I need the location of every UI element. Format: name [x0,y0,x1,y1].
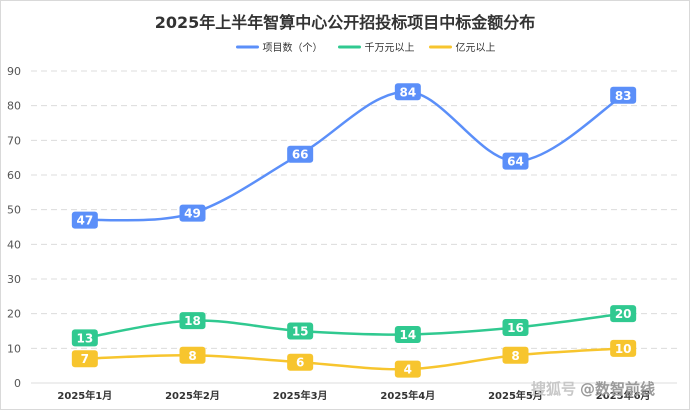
data-label-text: 8 [511,349,519,363]
x-tick-label: 2025年3月 [273,389,328,402]
data-label-text: 83 [615,89,632,103]
data-label: 64 [502,152,529,170]
data-label-badge [502,346,529,364]
data-label-text: 15 [292,325,309,339]
data-label-badge [502,319,529,337]
legend-label: 项目数（个） [263,41,323,54]
data-label: 20 [610,305,637,323]
data-label-badge [394,325,421,343]
x-tick-label: 2025年6月 [596,389,651,402]
data-label: 13 [71,329,98,347]
data-label-badge [610,305,637,323]
x-tick-label: 2025年2月 [165,389,220,402]
data-label-badge [71,211,98,229]
y-tick-label: 50 [7,204,21,217]
data-label-badge [610,86,637,104]
data-label: 16 [502,319,529,337]
data-label-text: 13 [76,331,93,345]
series-line [84,312,624,340]
data-label-text: 16 [507,321,524,335]
data-label: 15 [287,322,314,340]
y-tick-label: 70 [7,134,21,147]
data-label: 4 [394,360,421,378]
data-label-text: 64 [507,155,524,169]
chart-title: 2025年上半年智算中心公开招投标项目中标金额分布 [154,13,536,32]
data-label: 6 [287,353,314,371]
y-tick-label: 30 [7,273,21,286]
data-label-text: 20 [615,307,632,321]
series-line [84,90,624,222]
y-tick-label: 10 [7,342,21,355]
data-label-badge [71,350,98,368]
y-tick-label: 90 [7,65,21,78]
data-label-badge [502,152,529,170]
data-label-badge [287,353,314,371]
y-tick-label: 80 [7,100,21,113]
data-label-text: 14 [399,328,416,342]
data-label: 83 [610,86,637,104]
x-tick-label: 2025年5月 [488,389,543,402]
data-label-text: 8 [188,349,196,363]
x-tick-label: 2025年1月 [57,389,112,402]
data-label-text: 49 [184,207,201,221]
data-label: 66 [287,145,314,163]
legend-label: 千万元以上 [365,42,415,54]
data-label: 8 [502,346,529,364]
data-label-badge [179,204,206,222]
watermark-handle: @数智前线 [580,380,656,398]
y-tick-label: 0 [14,377,21,390]
y-tick-label: 40 [7,238,21,251]
y-tick-label: 60 [7,169,21,182]
y-tick-label: 20 [7,308,21,321]
x-tick-label: 2025年4月 [380,389,435,402]
data-label-text: 66 [292,148,309,162]
data-label: 47 [71,211,98,229]
data-label-badge [71,329,98,347]
data-label-badge [287,322,314,340]
data-label-badge [179,346,206,364]
watermark-source: 搜狐号 [531,380,577,398]
data-label: 10 [610,339,637,357]
data-label-text: 4 [404,363,412,377]
data-label-text: 84 [399,85,416,99]
data-label-badge [179,312,206,330]
data-label: 84 [394,83,421,101]
data-label: 18 [179,312,206,330]
legend-label: 亿元以上 [456,41,496,54]
data-label-text: 10 [615,342,632,356]
data-label-text: 47 [76,214,93,228]
data-label: 7 [71,350,98,368]
data-label-badge [610,339,637,357]
series-line [84,347,624,371]
data-label-badge [394,360,421,378]
data-label-text: 7 [81,352,89,366]
data-label-badge [394,83,421,101]
data-label: 14 [394,325,421,343]
data-label: 49 [179,204,206,222]
data-label: 8 [179,346,206,364]
data-label-text: 18 [184,314,201,328]
watermark: 搜狐号 @数智前线 [531,378,655,399]
data-label-text: 6 [296,356,304,370]
data-label-badge [287,145,314,163]
